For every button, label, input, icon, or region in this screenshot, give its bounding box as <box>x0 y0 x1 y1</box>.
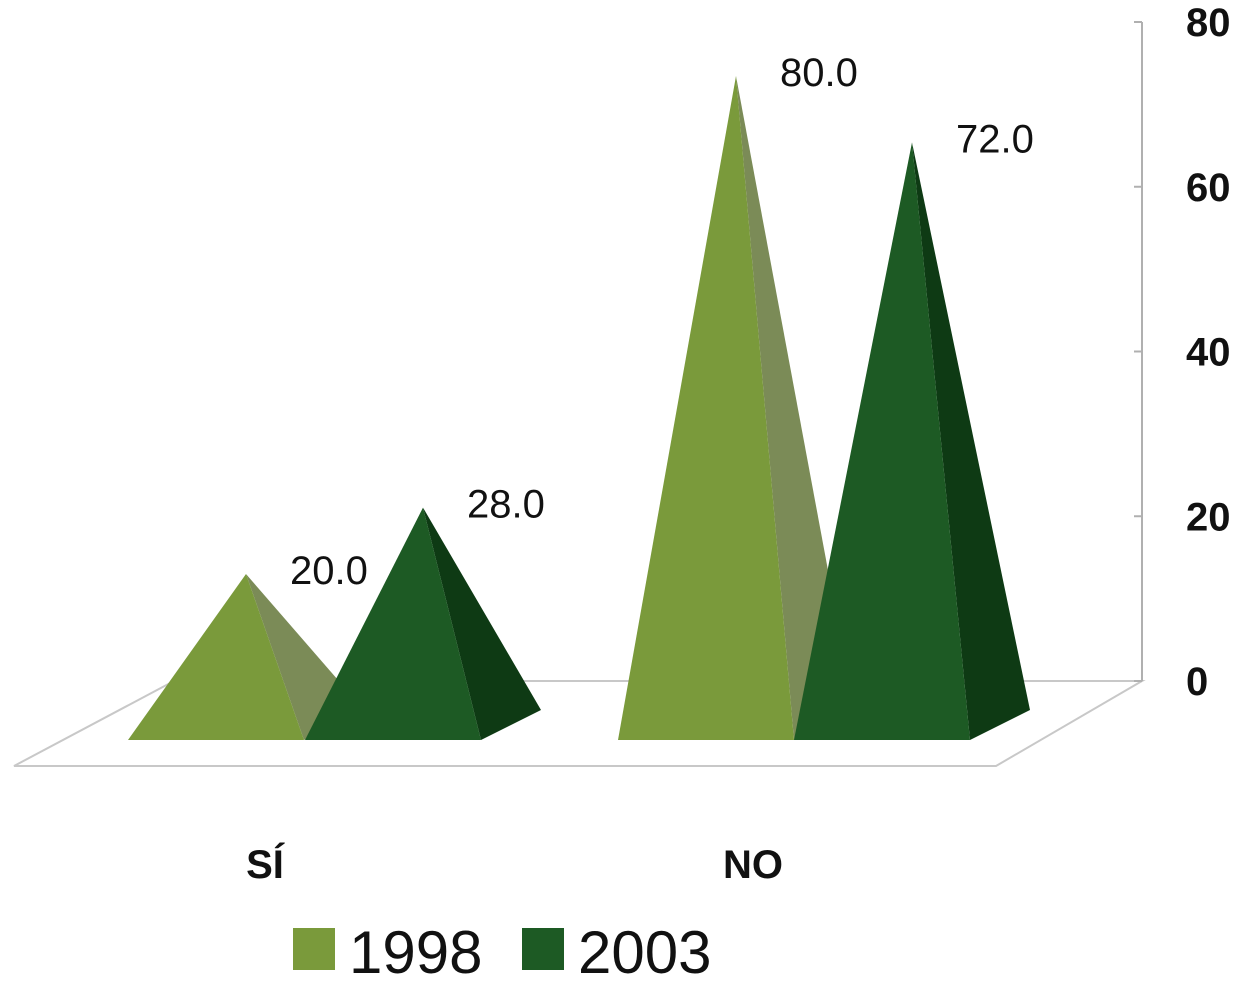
y-tick-label: 0 <box>1186 660 1208 704</box>
pyramid-front-face <box>618 76 794 740</box>
legend: 1998 2003 <box>293 919 711 986</box>
legend-label: 2003 <box>578 919 711 982</box>
pyramid-front-face <box>794 142 970 740</box>
legend-swatch <box>522 928 564 970</box>
y-tick-label: 60 <box>1186 166 1231 210</box>
category-label: SÍ <box>246 842 285 887</box>
chart-marks: 20.0 28.0 80.0 72.0 <box>128 51 1034 740</box>
pyramid-side-face <box>912 142 1030 740</box>
y-tick-label: 80 <box>1186 1 1231 45</box>
y-tick-label: 40 <box>1186 331 1231 375</box>
pyramid-2003-1 <box>794 142 1030 740</box>
category-labels: SÍ NO <box>246 842 783 887</box>
y-axis: 0 20 40 60 80 <box>1134 1 1231 704</box>
pyramid-2003-0 <box>305 507 541 740</box>
category-label: NO <box>723 843 783 887</box>
pyramid-1998-1 <box>618 76 854 740</box>
data-label: 80.0 <box>780 51 858 95</box>
data-label: 20.0 <box>290 549 368 593</box>
pyramid-front-face <box>305 507 481 740</box>
legend-swatch <box>293 928 335 970</box>
y-tick-label: 20 <box>1186 495 1231 539</box>
pyramid-side-face <box>423 507 541 740</box>
pyramid-front-face <box>128 574 304 740</box>
data-label: 72.0 <box>956 117 1034 161</box>
data-label: 28.0 <box>467 483 545 527</box>
legend-label: 1998 <box>349 919 482 982</box>
pyramid-side-face <box>736 76 854 740</box>
